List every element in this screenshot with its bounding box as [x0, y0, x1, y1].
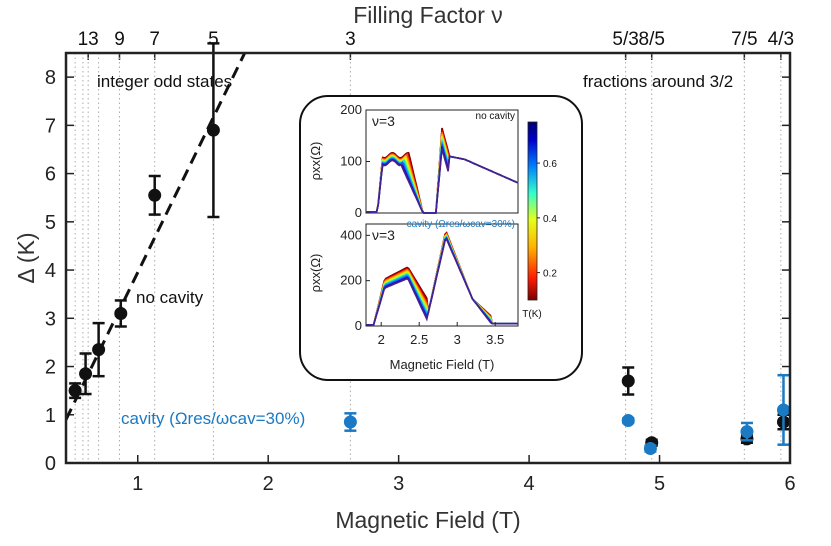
inset-bottom-ylabel: ρxx(Ω) — [308, 254, 323, 293]
annotation-fractions: fractions around 3/2 — [583, 72, 733, 91]
inset-bottom-yticks: 0 200 400 — [340, 227, 370, 333]
annotation-integer-odd-states: integer odd states — [97, 72, 232, 91]
inset-bottom-axes: 0 200 400 2 2.5 3 3.5 ν=3 cavity (Ωres/ωcav=3… — [308, 219, 519, 372]
inset-top-nu-label: ν=3 — [372, 113, 395, 129]
top-tick-label: 8/5 — [639, 29, 665, 50]
y-tick-label: 1 — [45, 405, 56, 427]
inset-y-tick-label: 400 — [340, 227, 362, 242]
inset-x-tick-label: 2 — [378, 332, 385, 347]
inset-bottom-nu-label: ν=3 — [372, 227, 395, 243]
inset-bottom-curves — [366, 231, 518, 326]
y-tick-label: 5 — [45, 212, 56, 234]
data-point — [740, 425, 754, 439]
data-point — [79, 367, 93, 381]
x-tick-label: 6 — [784, 473, 795, 495]
inset-bottom-note: cavity (Ωres/ωcav=30%) — [407, 219, 515, 230]
x-axis-ticks: 1 2 3 4 5 6 — [132, 455, 796, 495]
colorbar-tick-label: 0.4 — [543, 214, 557, 225]
inset-y-tick-label: 200 — [340, 102, 362, 117]
inset-x-ticks: 2 2.5 3 3.5 — [378, 322, 504, 347]
data-series — [68, 42, 790, 456]
y-tick-label: 8 — [45, 67, 56, 89]
annotation-cavity: cavity (Ωres/ωcav=30%) — [121, 409, 305, 428]
plot-frame — [64, 51, 792, 465]
inset-top-yticks: 0 100 200 — [340, 102, 370, 220]
inset-panel: 0 100 200 ν=3 no cavity ρxx(Ω) 0 200 400 2 2.… — [299, 95, 583, 381]
inset-x-tick-label: 3.5 — [486, 332, 504, 347]
colorbar-label: T(K) — [522, 309, 541, 320]
top-tick-label: 7/5 — [731, 29, 757, 50]
y-tick-label: 7 — [45, 115, 56, 137]
inset-y-tick-label: 200 — [340, 273, 362, 288]
y-tick-label: 2 — [45, 357, 56, 379]
data-point — [343, 415, 357, 429]
top-tick-label: 4/3 — [768, 29, 794, 50]
y-tick-label: 4 — [45, 260, 56, 282]
top-tick-label: 13 — [78, 29, 99, 50]
data-point — [621, 414, 635, 428]
y-axis-label: Δ (K) — [13, 232, 39, 283]
inset-x-tick-label: 3 — [454, 332, 461, 347]
inset-x-tick-label: 2.5 — [410, 332, 428, 347]
data-point — [92, 343, 106, 357]
top-tick-label: 7 — [149, 29, 160, 50]
inset-top-ylabel: ρxx(Ω) — [308, 142, 323, 181]
data-point — [621, 374, 635, 388]
inset-top-note: no cavity — [476, 111, 515, 122]
top-tick-label: 9 — [114, 29, 125, 50]
top-tick-label: 3 — [345, 29, 356, 50]
y-tick-label: 0 — [45, 453, 56, 475]
data-point — [206, 123, 220, 137]
y-tick-label: 6 — [45, 164, 56, 186]
x-axis-label: Magnetic Field (T) — [335, 507, 520, 533]
data-point — [643, 442, 657, 456]
data-point — [776, 403, 790, 417]
colorbar-ticks: 0.2 0.4 0.6 — [537, 159, 557, 280]
colorbar-tick-label: 0.2 — [543, 269, 557, 280]
y-tick-label: 3 — [45, 308, 56, 330]
top-axis-title: Filling Factor ν — [353, 2, 503, 28]
inset-top-curves — [366, 127, 519, 214]
inset-temperature-curve — [366, 237, 518, 326]
annotation-no-cavity: no cavity — [136, 288, 204, 307]
inset-colorbar: 0.2 0.4 0.6 T(K) — [522, 121, 557, 320]
x-tick-label: 1 — [132, 473, 143, 495]
inset-y-tick-label: 0 — [355, 205, 362, 220]
top-axis-ticks: 13 9 7 5 3 5/3 8/5 7/5 4/3 — [78, 29, 794, 60]
x-tick-label: 4 — [524, 473, 535, 495]
colorbar-tick-label: 0.6 — [543, 159, 557, 170]
x-tick-label: 5 — [654, 473, 665, 495]
series-cavity — [343, 373, 790, 456]
linear-fit-line — [66, 53, 247, 421]
inset-top-axes: 0 100 200 ν=3 no cavity ρxx(Ω) — [308, 102, 519, 220]
data-point — [148, 188, 162, 202]
top-tick-label: 5/3 — [612, 29, 638, 50]
inset-y-tick-label: 0 — [355, 318, 362, 333]
data-point — [68, 384, 82, 398]
inset-y-tick-label: 100 — [340, 154, 362, 169]
inset-x-axis-label: Magnetic Field (T) — [390, 357, 495, 372]
x-tick-label: 3 — [393, 473, 404, 495]
data-point — [114, 306, 128, 320]
colorbar-gradient — [527, 121, 538, 301]
x-tick-label: 2 — [263, 473, 274, 495]
top-tick-label: 5 — [208, 29, 219, 50]
inset-temperature-curve — [366, 148, 519, 214]
